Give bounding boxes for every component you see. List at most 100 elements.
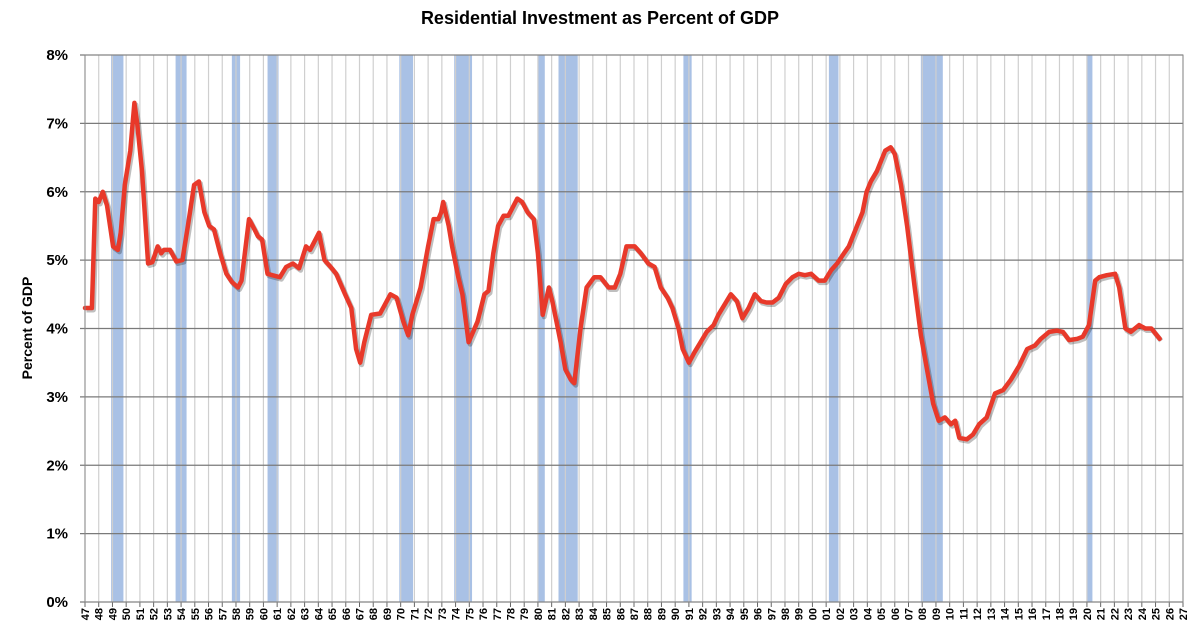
- x-tick-label: 50: [121, 608, 133, 620]
- x-tick-label: 13: [986, 608, 998, 620]
- y-axis-label: Percent of GDP: [19, 277, 35, 380]
- x-tick-label: 56: [204, 608, 216, 620]
- x-tick-label: 27: [1178, 608, 1190, 620]
- x-tick-label: 61: [272, 608, 284, 620]
- x-tick-label: 88: [643, 608, 655, 620]
- series-line: [82, 100, 1162, 442]
- x-tick-label: 26: [1164, 608, 1176, 620]
- x-tick-label: 08: [917, 608, 929, 620]
- x-tick-label: 82: [560, 608, 572, 620]
- x-tick-label: 92: [698, 608, 710, 620]
- x-tick-label: 04: [862, 607, 874, 620]
- x-tick-label: 64: [313, 607, 325, 620]
- x-tick-label: 91: [684, 608, 696, 620]
- x-tick-label: 70: [396, 608, 408, 620]
- x-tick-label: 24: [1137, 607, 1149, 620]
- x-tick-label: 94: [725, 607, 737, 620]
- x-tick-label: 90: [670, 608, 682, 620]
- y-tick-label: 4%: [46, 321, 68, 338]
- x-tick-label: 07: [904, 608, 916, 620]
- x-tick-label: 69: [382, 608, 394, 620]
- x-tick-label: 85: [602, 608, 614, 620]
- x-tick-label: 52: [149, 608, 161, 620]
- x-tick-label: 58: [231, 608, 243, 620]
- x-tick-label: 84: [588, 607, 600, 620]
- x-tick-label: 15: [1013, 608, 1025, 620]
- x-tick-label: 23: [1123, 608, 1135, 620]
- x-tick-label: 01: [821, 608, 833, 620]
- x-tick-label: 19: [1068, 608, 1080, 620]
- x-tick-label: 55: [190, 608, 202, 620]
- x-tick-label: 60: [258, 608, 270, 620]
- x-tick-label: 68: [368, 608, 380, 620]
- x-tick-label: 95: [739, 608, 751, 620]
- x-tick-label: 14: [1000, 607, 1012, 620]
- x-tick-label: 97: [766, 608, 778, 620]
- plot-border: [84, 54, 1184, 603]
- x-tick-label: 98: [780, 608, 792, 620]
- series-group: [82, 100, 1164, 444]
- y-tick-label: 8%: [46, 47, 68, 64]
- x-tick-label: 00: [807, 608, 819, 620]
- x-tick-label: 11: [958, 608, 970, 620]
- x-tick-label: 83: [574, 608, 586, 620]
- vertical-gridlines: [84, 55, 1184, 607]
- x-tick-label: 21: [1096, 608, 1108, 620]
- x-tick-label: 16: [1027, 608, 1039, 620]
- x-tick-label: 22: [1109, 608, 1121, 620]
- x-tick-label: 62: [286, 608, 298, 620]
- y-tick-label: 7%: [46, 115, 68, 132]
- x-tick-label: 78: [505, 608, 517, 620]
- x-tick-label: 53: [162, 608, 174, 620]
- x-tick-label: 87: [629, 608, 641, 620]
- y-tick-label: 2%: [46, 457, 68, 474]
- y-tick-label: 6%: [46, 184, 68, 201]
- x-tick-label: 17: [1041, 608, 1053, 620]
- x-tick-label: 63: [300, 608, 312, 620]
- x-tick-label: 47: [80, 608, 92, 620]
- x-tick-label: 12: [972, 608, 984, 620]
- x-tick-label: 76: [478, 608, 490, 620]
- x-tick-label: 18: [1054, 608, 1066, 620]
- x-tick-label: 49: [107, 608, 119, 620]
- x-tick-label: 51: [135, 608, 147, 620]
- y-tick-labels: 0% 1% 2% 3% 4% 5% 6% 7% 8%: [46, 47, 68, 611]
- x-tick-label: 86: [615, 608, 627, 620]
- y-tick-label: 3%: [46, 389, 68, 406]
- x-tick-label: 72: [423, 608, 435, 620]
- x-tick-label: 03: [849, 608, 861, 620]
- horizontal-gridlines: [80, 54, 1183, 603]
- x-tick-label: 93: [711, 608, 723, 620]
- x-tick-label: 71: [409, 608, 421, 620]
- x-tick-label: 75: [464, 608, 476, 620]
- x-tick-label: 20: [1082, 608, 1094, 620]
- x-tick-label: 96: [753, 608, 765, 620]
- x-tick-label: 25: [1151, 608, 1163, 620]
- x-tick-label: 80: [533, 608, 545, 620]
- x-tick-label: 77: [492, 608, 504, 620]
- x-tick-label: 81: [547, 608, 559, 620]
- x-tick-label: 48: [94, 608, 106, 620]
- x-tick-label: 66: [341, 608, 353, 620]
- y-tick-label: 0%: [46, 594, 68, 611]
- x-tick-label: 99: [794, 608, 806, 620]
- x-tick-label: 57: [217, 608, 229, 620]
- x-tick-label: 02: [835, 608, 847, 620]
- x-tick-label: 79: [519, 608, 531, 620]
- x-tick-label: 59: [245, 608, 257, 620]
- x-tick-label: 67: [355, 608, 367, 620]
- y-tick-label: 5%: [46, 252, 68, 269]
- x-tick-label: 09: [931, 608, 943, 620]
- x-tick-label: 10: [945, 608, 957, 620]
- y-tick-label: 1%: [46, 526, 68, 543]
- x-tick-label: 05: [876, 608, 888, 620]
- x-tick-label: 73: [437, 608, 449, 620]
- x-tick-label: 89: [656, 608, 668, 620]
- x-tick-label: 74: [451, 607, 463, 620]
- x-tick-labels: 47 48 49 50 51 52 53 54 55 56 57 58 59 60 61 62 63 64 65 66…: [80, 607, 1190, 620]
- x-tick-label: 54: [176, 607, 188, 620]
- x-tick-label: 65: [327, 608, 339, 620]
- x-tick-label: 06: [890, 608, 902, 620]
- chart-title: Residential Investment as Percent of GDP: [421, 8, 779, 28]
